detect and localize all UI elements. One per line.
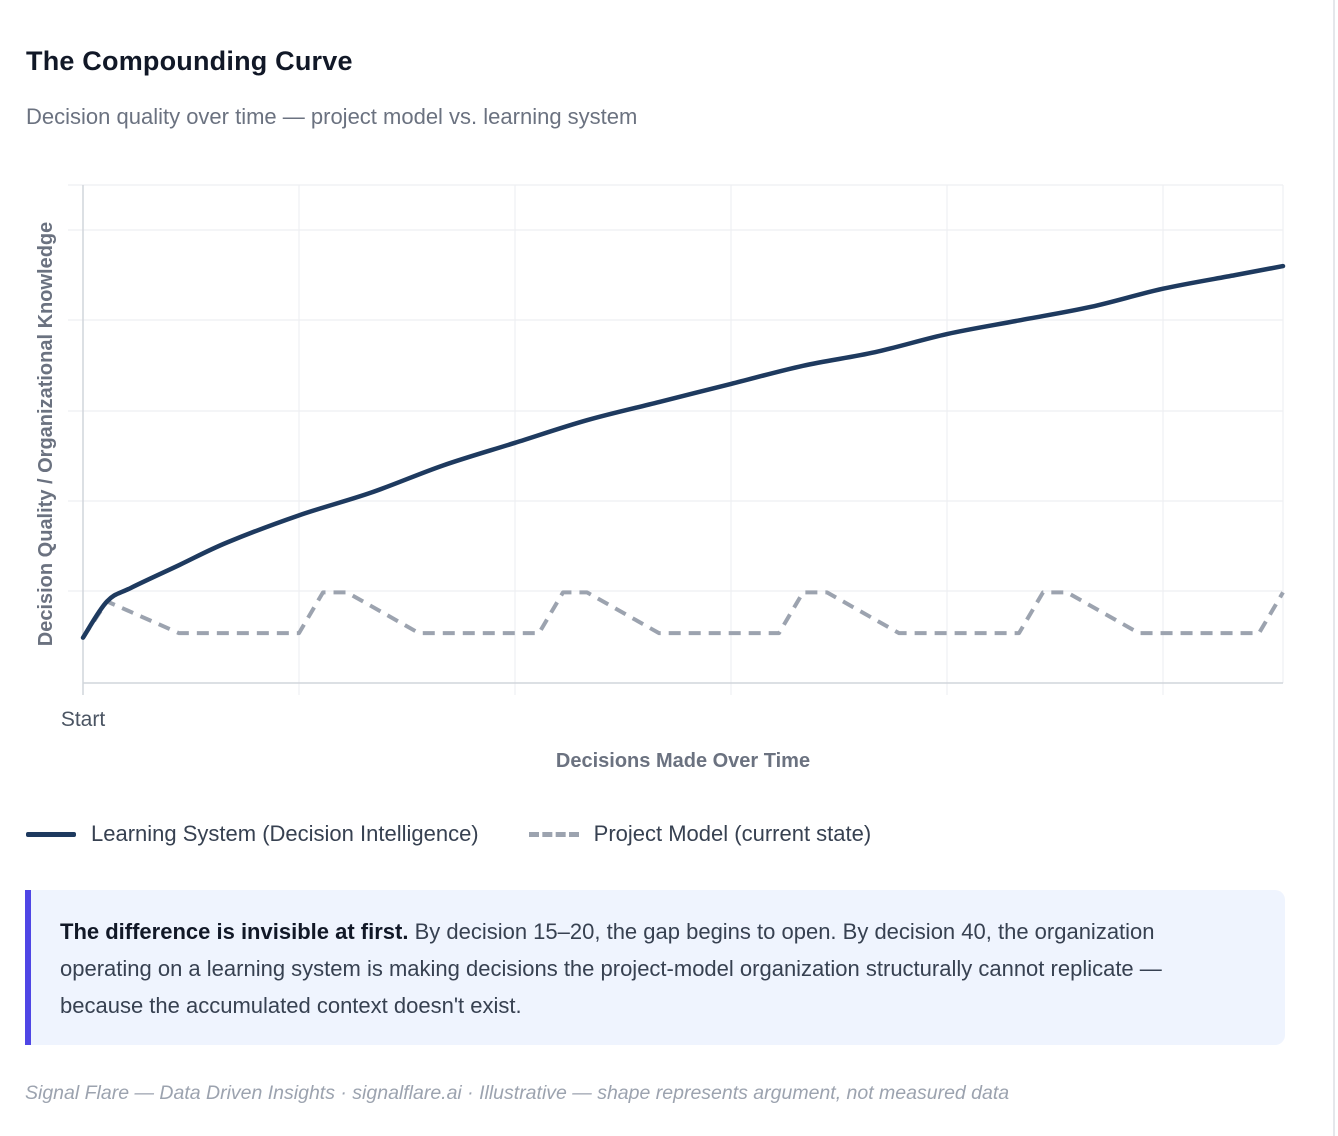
page-title: The Compounding Curve — [26, 46, 353, 76]
x-tick-label-start: Start — [61, 708, 106, 731]
chart-grid — [68, 184, 1284, 695]
x-axis-label: Decisions Made Over Time — [556, 750, 810, 772]
callout-lead: The difference is invisible at first. — [60, 919, 409, 944]
y-axis-label: Decision Quality / Organizational Knowle… — [35, 222, 57, 647]
chart-legend: Learning System (Decision Intelligence) … — [26, 818, 921, 850]
compounding-curve-chart: Start Decisions Made Over Time Decision … — [35, 184, 1286, 772]
insight-callout: The difference is invisible at first. By… — [25, 890, 1285, 1045]
callout-body: By decision 15–20, the gap begins to ope… — [60, 919, 1162, 1018]
chart-series — [80, 263, 1286, 640]
legend-label-learning: Learning System (Decision Intelligence) — [91, 821, 479, 846]
legend-item-learning: Learning System (Decision Intelligence) — [26, 821, 479, 847]
page-subtitle: Decision quality over time — project mod… — [26, 104, 638, 129]
legend-swatch-dashed — [528, 831, 579, 837]
chart-axes — [82, 185, 1283, 695]
footer-attribution: Signal Flare — Data Driven Insights · si… — [25, 1082, 1010, 1104]
legend-swatch-solid — [26, 831, 76, 837]
page-right-border — [1333, 0, 1335, 1136]
legend-item-project: Project Model (current state) — [528, 821, 872, 847]
legend-label-project: Project Model (current state) — [593, 821, 872, 846]
series-line-project-model — [81, 590, 1285, 639]
series-line-learning-system — [80, 263, 1286, 640]
